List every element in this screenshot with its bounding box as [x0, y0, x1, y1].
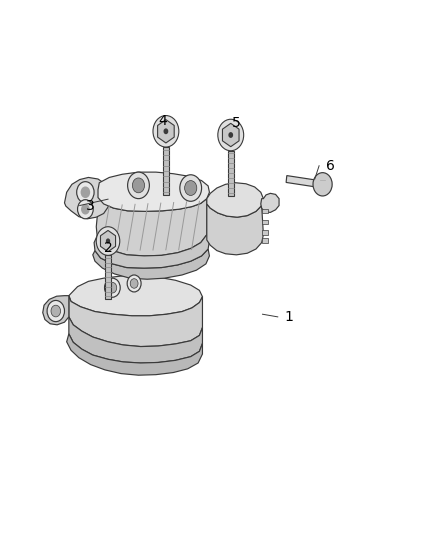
Polygon shape	[64, 177, 110, 219]
Circle shape	[163, 128, 168, 134]
Circle shape	[313, 173, 332, 196]
Polygon shape	[93, 249, 209, 279]
Polygon shape	[261, 220, 268, 224]
Polygon shape	[67, 334, 202, 375]
Circle shape	[51, 305, 60, 317]
Circle shape	[127, 275, 141, 292]
Text: 5: 5	[232, 116, 241, 131]
Polygon shape	[105, 255, 111, 299]
Circle shape	[96, 227, 120, 255]
Polygon shape	[286, 175, 321, 188]
Text: 4: 4	[158, 114, 167, 128]
Circle shape	[218, 119, 244, 151]
Circle shape	[228, 132, 233, 138]
Polygon shape	[69, 276, 202, 316]
Circle shape	[47, 301, 64, 321]
Polygon shape	[98, 172, 209, 212]
Circle shape	[185, 181, 197, 196]
Polygon shape	[207, 204, 263, 255]
Circle shape	[81, 187, 90, 198]
Circle shape	[153, 116, 179, 147]
Circle shape	[127, 172, 149, 199]
Polygon shape	[207, 183, 263, 217]
Text: 3: 3	[86, 198, 95, 213]
Circle shape	[180, 175, 201, 201]
Circle shape	[108, 282, 117, 293]
Circle shape	[81, 204, 90, 215]
Circle shape	[105, 278, 120, 297]
Polygon shape	[69, 317, 202, 363]
Polygon shape	[163, 147, 169, 195]
Polygon shape	[261, 230, 268, 235]
Polygon shape	[69, 296, 202, 346]
Polygon shape	[94, 235, 209, 268]
Polygon shape	[261, 193, 279, 213]
Text: 2: 2	[104, 241, 113, 255]
Polygon shape	[43, 296, 69, 325]
Circle shape	[130, 279, 138, 288]
Polygon shape	[261, 238, 268, 243]
Text: 1: 1	[284, 310, 293, 324]
Polygon shape	[261, 209, 268, 214]
Circle shape	[132, 178, 145, 193]
Circle shape	[106, 238, 110, 244]
Text: 6: 6	[325, 159, 335, 173]
Circle shape	[78, 200, 93, 219]
Circle shape	[77, 182, 94, 203]
Polygon shape	[96, 198, 207, 256]
Polygon shape	[228, 151, 233, 196]
